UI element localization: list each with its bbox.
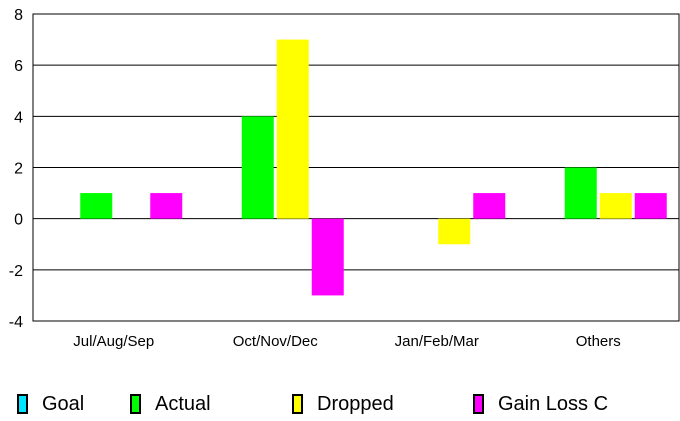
bar-gain-loss-c-3 <box>634 193 667 219</box>
bar-gain-loss-c-1 <box>311 218 344 296</box>
x-category-label: Jan/Feb/Mar <box>395 333 479 350</box>
y-tick-label: 8 <box>14 7 23 24</box>
bar-gain-loss-c-0 <box>150 193 183 219</box>
bar-dropped-3 <box>599 193 632 219</box>
y-tick-label: 6 <box>14 58 23 75</box>
bar-dropped-1 <box>276 39 309 219</box>
plot-frame <box>32 13 680 322</box>
legend-label: Actual <box>155 392 211 415</box>
legend-label: Gain Loss C <box>498 392 609 415</box>
bar-actual-0 <box>80 193 113 219</box>
legend-item: Goal <box>17 388 84 420</box>
y-tick-label: -4 <box>9 314 23 331</box>
legend-swatch <box>17 394 28 414</box>
bar-actual-3 <box>564 167 597 219</box>
bars <box>80 39 667 296</box>
x-category-label: Jul/Aug/Sep <box>73 333 154 350</box>
bar-gain-loss-c-2 <box>473 193 506 219</box>
legend-swatch <box>473 394 484 414</box>
legend-label: Goal <box>42 392 85 415</box>
y-tick-label: -2 <box>9 263 23 280</box>
y-axis-ticks: 8 6 4 2 0 -2 -4 <box>9 7 23 331</box>
x-category-label: Oct/Nov/Dec <box>233 333 319 350</box>
legend-label: Dropped <box>317 392 394 415</box>
y-tick-label: 2 <box>14 161 23 178</box>
legend: Goal Actual Dropped Gain Loss C <box>0 388 680 420</box>
legend-item: Actual <box>130 388 211 420</box>
legend-swatch <box>292 394 303 414</box>
legend-item: Dropped <box>292 388 394 420</box>
x-category-label: Others <box>576 333 621 350</box>
y-tick-label: 0 <box>14 212 23 229</box>
bar-chart: 8 6 4 2 0 -2 -4 Jul/Aug/Sep Oct/Nov/Dec Jan/Feb/… <box>9 7 680 350</box>
legend-item: Gain Loss C <box>473 388 608 420</box>
legend-swatch <box>130 394 141 414</box>
bar-dropped-2 <box>438 218 471 245</box>
y-tick-label: 4 <box>14 109 23 126</box>
x-axis-labels: Jul/Aug/Sep Oct/Nov/Dec Jan/Feb/Mar Others <box>73 333 620 350</box>
bar-actual-1 <box>241 116 274 219</box>
